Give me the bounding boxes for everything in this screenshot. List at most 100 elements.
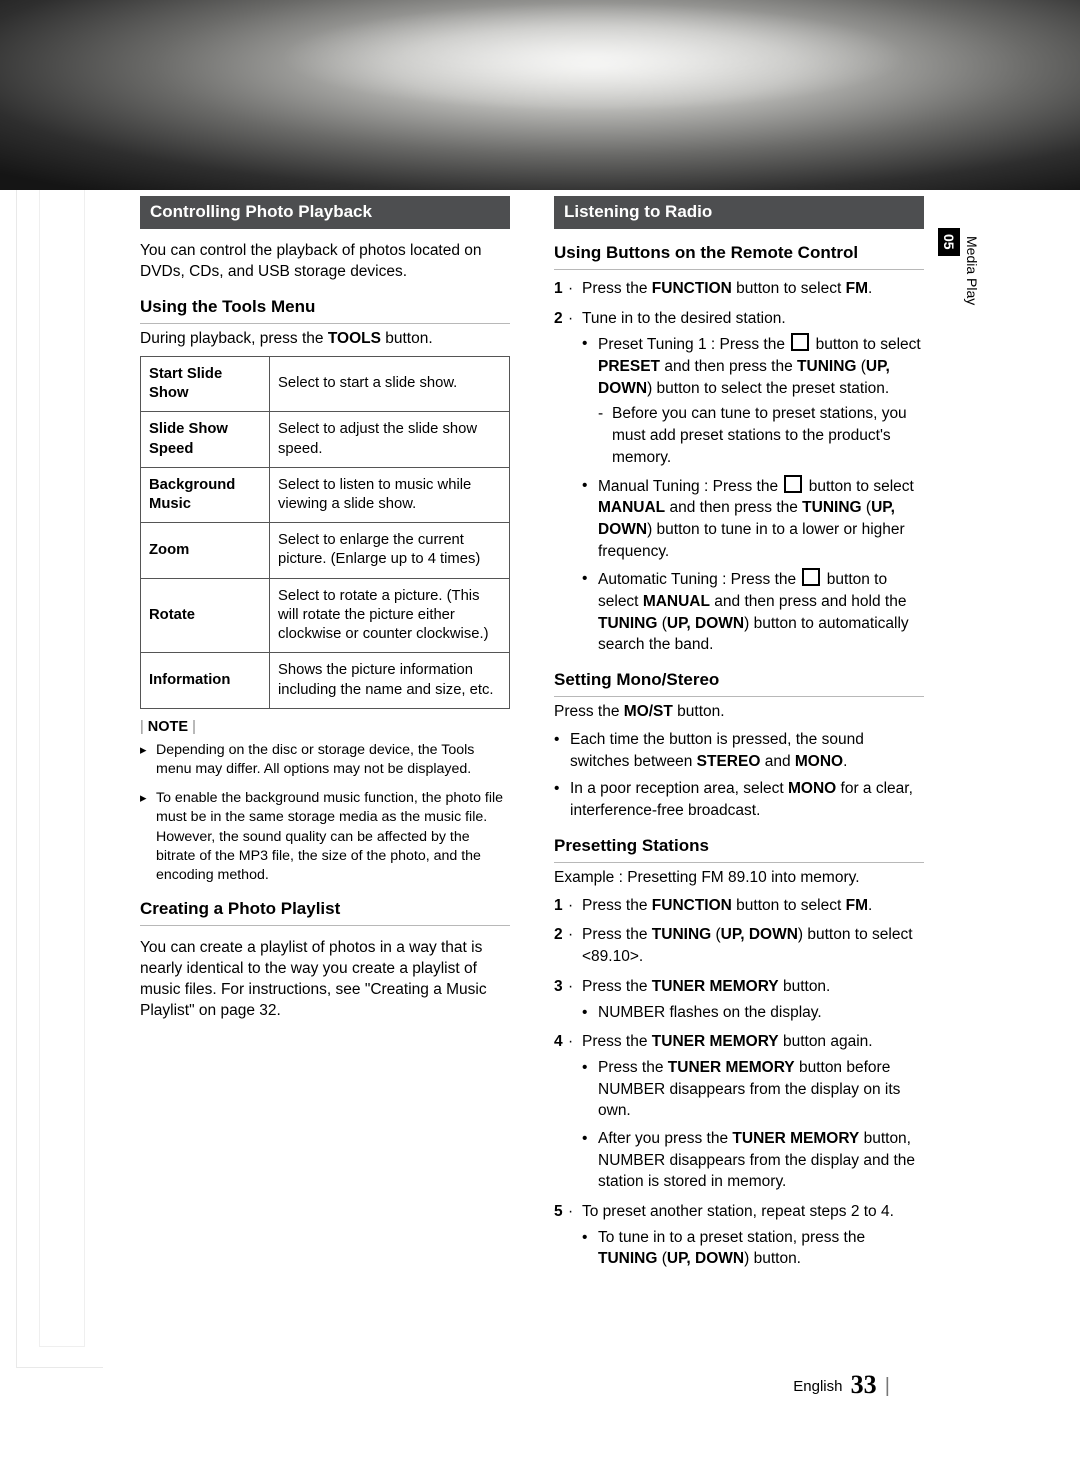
sub-photo-playlist: Creating a Photo Playlist (140, 899, 510, 926)
table-row: RotateSelect to rotate a picture. (This … (141, 578, 510, 653)
text: button to select (732, 897, 846, 914)
sub-bullets: Preset Tuning 1 : Press the button to se… (582, 333, 924, 656)
sub-bullets: NUMBER flashes on the display. (582, 1002, 924, 1024)
text: Press the (582, 926, 652, 943)
chapter-label: Media Play (964, 228, 980, 305)
mono-line: Press the MO/ST button. (554, 703, 924, 721)
cell-val: Select to start a slide show. (270, 356, 510, 411)
list-item: 5· To preset another station, repeat ste… (554, 1201, 924, 1270)
sub-remote-buttons: Using Buttons on the Remote Control (554, 243, 924, 270)
preset-example: Example : Presetting FM 89.10 into memor… (554, 869, 924, 887)
cell-val: Shows the picture information including … (270, 653, 510, 708)
chapter-number: 05 (938, 228, 960, 256)
note-bar: | (188, 719, 196, 735)
text: button to select (804, 478, 913, 495)
text: Press the (582, 280, 652, 297)
footer-page: 33 (851, 1370, 877, 1399)
list-item: 2· Tune in to the desired station. Prese… (554, 308, 924, 656)
cell-val: Select to enlarge the current picture. (… (270, 523, 510, 578)
text: ( (657, 1250, 666, 1267)
text: Preset Tuning 1 : Press the (598, 336, 789, 353)
list-item: 2· Press the TUNING (UP, DOWN) button to… (554, 924, 924, 967)
footer-bar: | (885, 1375, 890, 1397)
hero-gradient (0, 0, 1080, 190)
list-item: To enable the background music function,… (140, 789, 510, 885)
text-bold: TUNER MEMORY (652, 1033, 779, 1050)
list-item: Preset Tuning 1 : Press the button to se… (582, 333, 924, 468)
cell-key: Zoom (141, 523, 270, 578)
sub-mono-stereo: Setting Mono/Stereo (554, 670, 924, 697)
text-bold: MO/ST (624, 703, 673, 720)
cell-key: Background Music (141, 467, 270, 522)
list-item: Each time the button is pressed, the sou… (554, 729, 924, 772)
text: During playback, press the (140, 330, 328, 347)
stop-icon (802, 568, 820, 586)
cell-key: Start Slide Show (141, 356, 270, 411)
text: button. (779, 978, 831, 995)
list-item: Before you can tune to preset stations, … (598, 403, 924, 468)
text-bold: FM (846, 280, 868, 297)
footer-lang: English (793, 1378, 842, 1395)
manual-page: 05 Media Play Controlling Photo Playback… (0, 0, 1080, 1476)
cell-key: Slide Show Speed (141, 412, 270, 467)
cell-val: Select to rotate a picture. (This will r… (270, 578, 510, 653)
stop-icon (791, 333, 809, 351)
cell-key: Information (141, 653, 270, 708)
text: button. (673, 703, 725, 720)
stop-icon (784, 475, 802, 493)
note-bar: | (140, 719, 148, 735)
text-bold: UP, DOWN (667, 1250, 744, 1267)
text: Press the (582, 1033, 652, 1050)
text: Press the (582, 897, 652, 914)
text-bold: FUNCTION (652, 280, 732, 297)
text: Press the (582, 978, 652, 995)
content-columns: Controlling Photo Playback You can contr… (0, 190, 1080, 1278)
text-bold: MANUAL (598, 499, 665, 516)
list-item: Manual Tuning : Press the button to sele… (582, 475, 924, 563)
table-row: Background MusicSelect to listen to musi… (141, 467, 510, 522)
sub-preset: Presetting Stations (554, 836, 924, 863)
text: ( (856, 358, 865, 375)
table-row: InformationShows the picture information… (141, 653, 510, 708)
text: Manual Tuning : Press the (598, 478, 782, 495)
text-bold: TUNING (598, 615, 657, 632)
preset-steps: 1· Press the FUNCTION button to select F… (554, 895, 924, 1270)
cell-key: Rotate (141, 578, 270, 653)
list-item: 1· Press the FUNCTION button to select F… (554, 895, 924, 917)
text-bold: TOOLS (328, 330, 381, 347)
text-bold: PRESET (598, 358, 660, 375)
right-column: Listening to Radio Using Buttons on the … (554, 190, 924, 1278)
text: Press the (598, 1059, 668, 1076)
tools-table: Start Slide ShowSelect to start a slide … (140, 356, 510, 709)
text: After you press the (598, 1130, 732, 1147)
list-item: Depending on the disc or storage device,… (140, 741, 510, 779)
section-bar-radio: Listening to Radio (554, 196, 924, 229)
list-item: 3· Press the TUNER MEMORY button. NUMBER… (554, 976, 924, 1023)
section-bar-photo: Controlling Photo Playback (140, 196, 510, 229)
table-row: Slide Show SpeedSelect to adjust the sli… (141, 412, 510, 467)
sub-bullets: To tune in to a preset station, press th… (582, 1227, 924, 1270)
text: ( (657, 615, 666, 632)
text: Automatic Tuning : Press the (598, 571, 800, 588)
cell-val: Select to listen to music while viewing … (270, 467, 510, 522)
text: and then press the (665, 499, 802, 516)
mono-bullets: Each time the button is pressed, the sou… (554, 729, 924, 822)
text-bold: MONO (788, 780, 836, 797)
text: To tune in to a preset station, press th… (598, 1229, 865, 1246)
text-bold: FM (846, 897, 868, 914)
text-bold: UP, DOWN (721, 926, 798, 943)
text: . (843, 753, 847, 770)
text: button to select (811, 336, 920, 353)
table-row: ZoomSelect to enlarge the current pictur… (141, 523, 510, 578)
sub-bullets: Press the TUNER MEMORY button before NUM… (582, 1057, 924, 1193)
text: Tune in to the desired station. (582, 310, 786, 327)
note-list: Depending on the disc or storage device,… (140, 741, 510, 885)
text: button. (381, 330, 433, 347)
text: and (760, 753, 794, 770)
list-item: In a poor reception area, select MONO fo… (554, 778, 924, 821)
sub-tools-menu: Using the Tools Menu (140, 297, 510, 324)
list-item: After you press the TUNER MEMORY button,… (582, 1128, 924, 1193)
text: button again. (779, 1033, 873, 1050)
list-item: NUMBER flashes on the display. (582, 1002, 924, 1024)
side-tab: 05 Media Play (938, 228, 980, 305)
